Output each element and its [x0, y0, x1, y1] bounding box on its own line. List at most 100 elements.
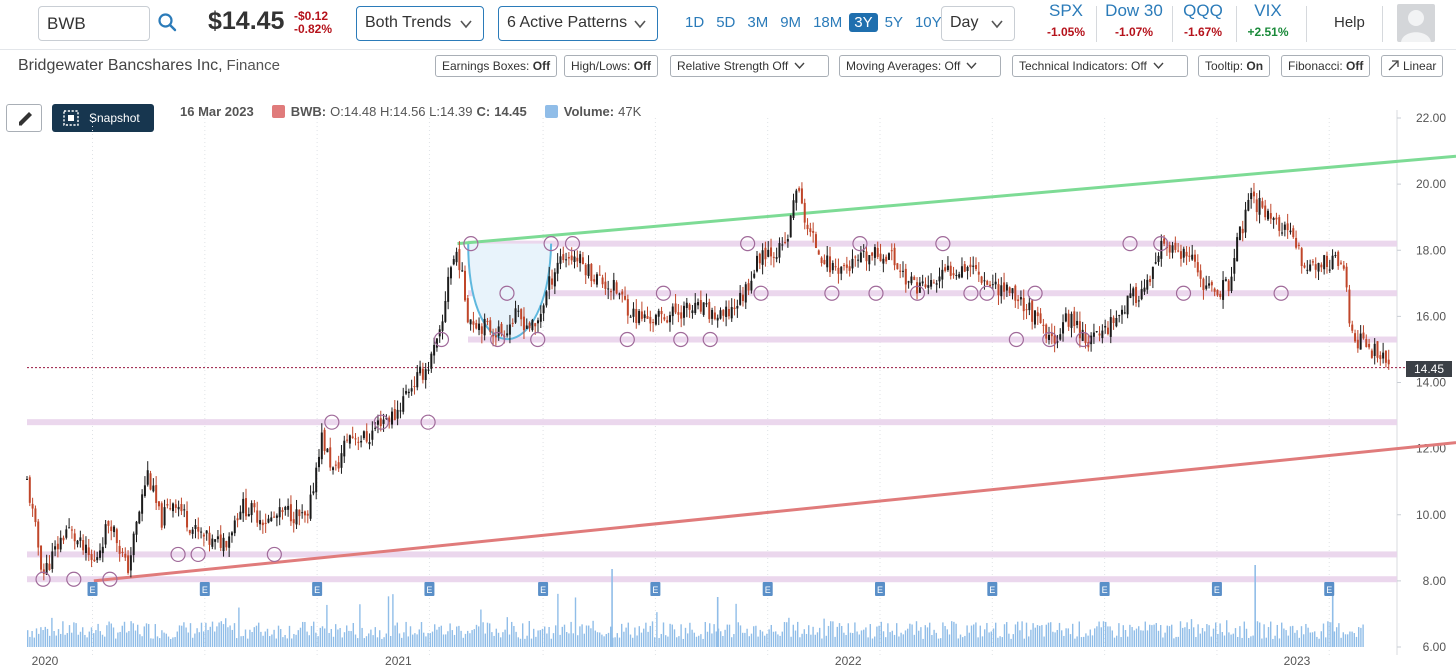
range-3m[interactable]: 3M	[747, 14, 769, 31]
volume-bar	[590, 628, 592, 647]
draw-tool-button[interactable]	[6, 104, 42, 132]
volume-bar	[260, 631, 262, 647]
pattern-pivot-marker	[1042, 331, 1058, 348]
range-1d[interactable]: 1D	[685, 14, 705, 31]
volume-bar	[940, 638, 942, 647]
volume-bar	[869, 624, 871, 647]
candle-body	[537, 320, 540, 324]
candle-body	[1062, 322, 1065, 334]
candle-body	[845, 264, 848, 268]
candle-body	[396, 409, 399, 419]
pattern-pivot-marker	[702, 331, 718, 348]
candle-body	[298, 509, 301, 517]
current-price: $14.45	[208, 7, 285, 35]
index-spx[interactable]: SPX -1.05%	[1040, 1, 1092, 39]
volume-bar	[1318, 638, 1320, 647]
candle-body	[610, 291, 613, 293]
range-10y[interactable]: 10Y	[914, 14, 942, 31]
candle-body	[1297, 244, 1300, 246]
volume-bar	[423, 632, 425, 647]
candle-body	[1202, 278, 1205, 291]
volume-bar	[574, 597, 577, 647]
interval-dropdown[interactable]: Day	[941, 6, 1015, 41]
volume-bar	[1094, 628, 1096, 647]
volume-bar	[907, 628, 909, 647]
candle-body	[1056, 341, 1059, 343]
candle-body	[817, 250, 820, 255]
candle-body	[1115, 317, 1118, 327]
scale-toggle[interactable]: Linear	[1381, 55, 1444, 77]
candle-body	[309, 494, 312, 519]
candle-body	[1320, 264, 1323, 268]
volume-bar	[49, 635, 51, 647]
volume-bar	[513, 625, 515, 647]
volume-bar	[108, 621, 110, 647]
candle-body	[534, 323, 537, 327]
price-chart[interactable]: 22.0020.0018.0016.0014.0012.0010.008.006…	[0, 96, 1456, 672]
company-title: Bridgewater Bancshares Inc,	[18, 57, 223, 74]
high-lows-toggle[interactable]: High/Lows: Off	[564, 55, 659, 77]
snapshot-button[interactable]: Snapshot	[52, 104, 154, 132]
avatar[interactable]	[1397, 4, 1435, 42]
volume-bar	[904, 630, 907, 647]
search-icon[interactable]	[157, 12, 177, 32]
symbol-search-input[interactable]	[38, 6, 150, 41]
candle-body	[205, 530, 208, 534]
candle-body	[107, 520, 110, 526]
technical-indicators-dropdown[interactable]: Technical Indicators: Off	[1012, 55, 1188, 77]
candle-body	[186, 511, 189, 528]
range-18m[interactable]: 18M	[813, 14, 843, 31]
range-3y[interactable]: 3Y	[849, 13, 878, 32]
earnings-marker	[875, 582, 886, 596]
index-vix[interactable]: VIX +2.51%	[1240, 1, 1296, 39]
volume-bar	[548, 627, 550, 647]
moving-averages-dropdown[interactable]: Moving Averages: Off	[839, 55, 1001, 77]
relative-strength-dropdown[interactable]: Relative Strength Off	[670, 55, 829, 77]
legend-ticker: BWB:	[290, 104, 327, 119]
pattern-pivot-marker	[1008, 331, 1024, 348]
volume-bar	[788, 617, 790, 647]
toggle-state: Off	[633, 59, 652, 73]
trends-dropdown[interactable]: Both Trends	[356, 6, 484, 41]
candle-body	[753, 273, 756, 278]
volume-bar	[447, 631, 449, 647]
candle-body	[28, 477, 31, 503]
volume-bar	[863, 629, 865, 647]
volume-bar	[211, 621, 214, 647]
price-swatch	[271, 105, 285, 118]
volume-bar	[1265, 637, 1267, 647]
fibonacci-toggle[interactable]: Fibonacci: Off	[1281, 55, 1371, 77]
candle-body	[1272, 218, 1275, 220]
volume-bar	[1127, 636, 1129, 647]
candle-body	[42, 569, 45, 574]
candle-body	[464, 270, 467, 301]
volume-bar	[898, 636, 900, 647]
index-change: -1.05%	[1046, 25, 1086, 39]
candle-body	[1095, 331, 1098, 333]
volume-bar	[1036, 625, 1039, 647]
help-link[interactable]: Help	[1334, 14, 1365, 31]
candle-body	[169, 508, 172, 510]
index-qqq[interactable]: QQQ -1.67%	[1176, 1, 1230, 39]
candle-body	[228, 536, 231, 548]
volume-bar	[1124, 630, 1127, 647]
candle-body	[332, 467, 335, 471]
candle-body	[643, 314, 646, 319]
range-9m[interactable]: 9M	[780, 14, 802, 31]
candle-body	[1216, 289, 1219, 296]
volume-bar	[1322, 623, 1325, 647]
range-5y[interactable]: 5Y	[884, 14, 903, 31]
candle-body	[79, 537, 82, 541]
candle-body	[222, 537, 225, 552]
candle-body	[876, 247, 879, 257]
earnings-boxes-toggle[interactable]: Earnings Boxes: Off	[435, 55, 558, 77]
range-5d[interactable]: 5D	[716, 14, 736, 31]
volume-bar	[1314, 631, 1316, 647]
patterns-dropdown[interactable]: 6 Active Patterns	[498, 6, 658, 41]
volume-bar	[284, 634, 286, 647]
candle-body	[371, 430, 374, 440]
tooltip-toggle[interactable]: Tooltip: On	[1198, 55, 1271, 77]
index-dow[interactable]: Dow 30 -1.07%	[1102, 1, 1166, 39]
candle-body	[708, 301, 711, 320]
candle-body	[1314, 264, 1317, 270]
